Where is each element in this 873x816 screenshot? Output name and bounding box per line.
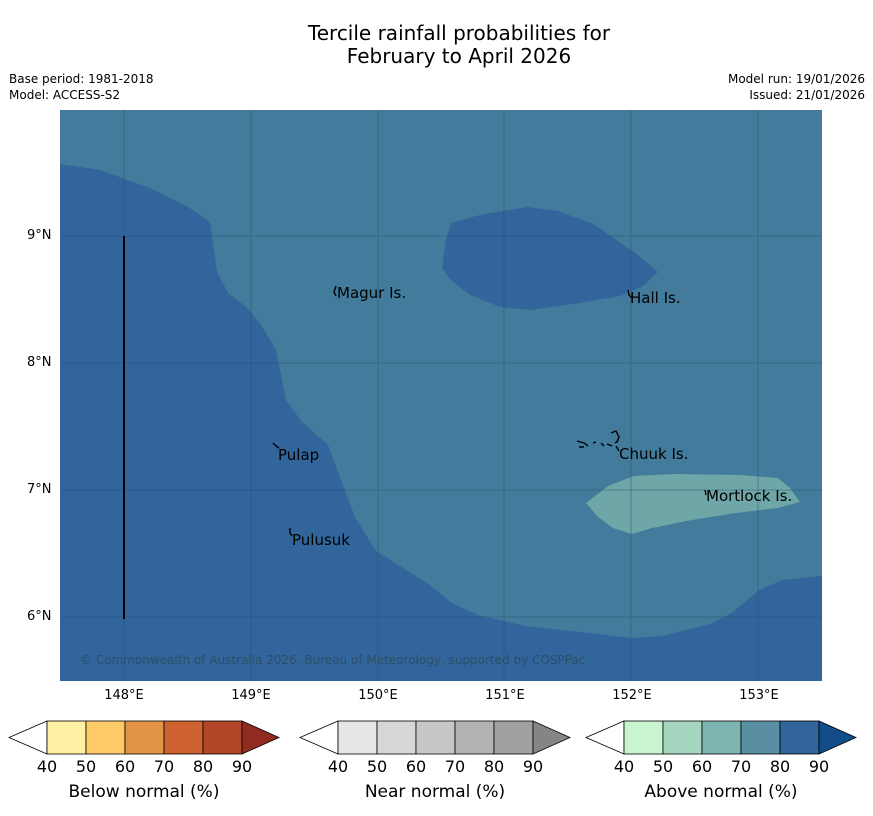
colorbar-near [299,720,571,755]
meta-left: Base period: 1981-2018 Model: ACCESS-S2 [9,71,154,103]
above-tick-60: 60 [691,757,713,776]
cbar-near-seg-3 [454,720,495,755]
above-tick-70: 70 [730,757,752,776]
above-tick-90: 90 [808,757,830,776]
lat-label-7n: 7°N [27,482,52,497]
chart-title: Tercile rainfall probabilities for Febru… [0,22,873,68]
region-above-60 [586,474,800,534]
colorbar-above [585,720,857,755]
cbar-below-seg-3 [163,720,204,755]
cbar-near-seg-1 [376,720,417,755]
cbar-below-seg-0 [46,720,87,755]
near-tick-90: 90 [522,757,544,776]
above-normal-title: Above normal (%) [644,782,798,802]
place-chuuk: Chuuk Is. [619,445,689,463]
near-tick-50: 50 [366,757,388,776]
title-line-1: Tercile rainfall probabilities for [307,21,611,45]
below-tick-50: 50 [75,757,97,776]
below-normal-title: Below normal (%) [68,782,220,802]
lon-label-150e: 150°E [358,688,398,703]
near-normal-title: Near normal (%) [364,782,506,802]
cbar-near-seg-4 [493,720,534,755]
place-pulap: Pulap [278,446,320,464]
below-tick-90: 90 [231,757,253,776]
lat-label-6n: 6°N [27,609,52,624]
island-marks [272,285,707,537]
meta-right: Model run: 19/01/2026 Issued: 21/01/2026 [728,71,865,103]
above-tick-80: 80 [769,757,791,776]
lat-label-9n: 9°N [27,228,52,243]
issued-date: Issued: 21/01/2026 [749,88,865,102]
region-above-80-west [60,164,822,681]
cbar-below-seg-1 [85,720,126,755]
title-line-2: February to April 2026 [346,44,572,68]
cbar-below-seg-2 [124,720,165,755]
model-name: Model: ACCESS-S2 [9,88,121,102]
lon-label-151e: 151°E [485,688,525,703]
cbar-near-seg-5 [532,720,571,755]
near-tick-40: 40 [327,757,349,776]
base-period: Base period: 1981-2018 [9,72,154,86]
region-above-80-north [442,207,658,310]
cbar-above-seg-2 [701,720,742,755]
below-tick-80: 80 [192,757,214,776]
lon-label-153e: 153°E [739,688,779,703]
below-tick-60: 60 [114,757,136,776]
cbar-above-seg-5 [818,720,857,755]
cbar-above-seg-3 [740,720,781,755]
map-shading [60,110,822,681]
lon-label-152e: 152°E [612,688,652,703]
near-tick-60: 60 [405,757,427,776]
above-tick-50: 50 [652,757,674,776]
near-tick-70: 70 [444,757,466,776]
map-area[interactable]: Magur Is. Hall Is. Pulap Chuuk Is. Mortl… [60,110,822,681]
below-tick-70: 70 [153,757,175,776]
model-run: Model run: 19/01/2026 [727,72,865,86]
cbar-above-seg-0 [623,720,664,755]
copyright-text: © Commonwealth of Australia 2026, Bureau… [80,653,586,667]
lon-label-149e: 149°E [231,688,271,703]
place-mortlock: Mortlock Is. [706,487,793,505]
cbar-above-seg-1 [662,720,703,755]
cbar-above-seg-4 [779,720,820,755]
place-magur: Magur Is. [337,284,407,302]
cbar-below-seg-4 [202,720,243,755]
colorbar-below [8,720,280,755]
cbar-below-seg-5 [241,720,280,755]
above-tick-40: 40 [613,757,635,776]
near-tick-80: 80 [483,757,505,776]
lat-label-8n: 8°N [27,355,52,370]
below-tick-40: 40 [36,757,58,776]
cbar-near-seg-0 [337,720,378,755]
place-hall: Hall Is. [630,289,681,307]
lon-label-148e: 148°E [104,688,144,703]
place-pulusuk: Pulusuk [292,531,350,549]
cbar-near-seg-2 [415,720,456,755]
